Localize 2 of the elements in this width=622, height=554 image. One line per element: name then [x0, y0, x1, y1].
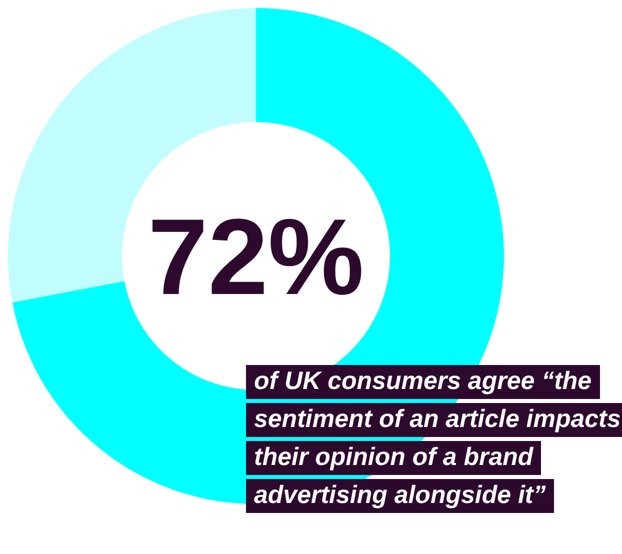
text: of UK consumers agree “the sentiment of an article impacts their opinion of a brand advertising alongside it” [246, 365, 622, 513]
data-label: 72% [148, 196, 364, 317]
